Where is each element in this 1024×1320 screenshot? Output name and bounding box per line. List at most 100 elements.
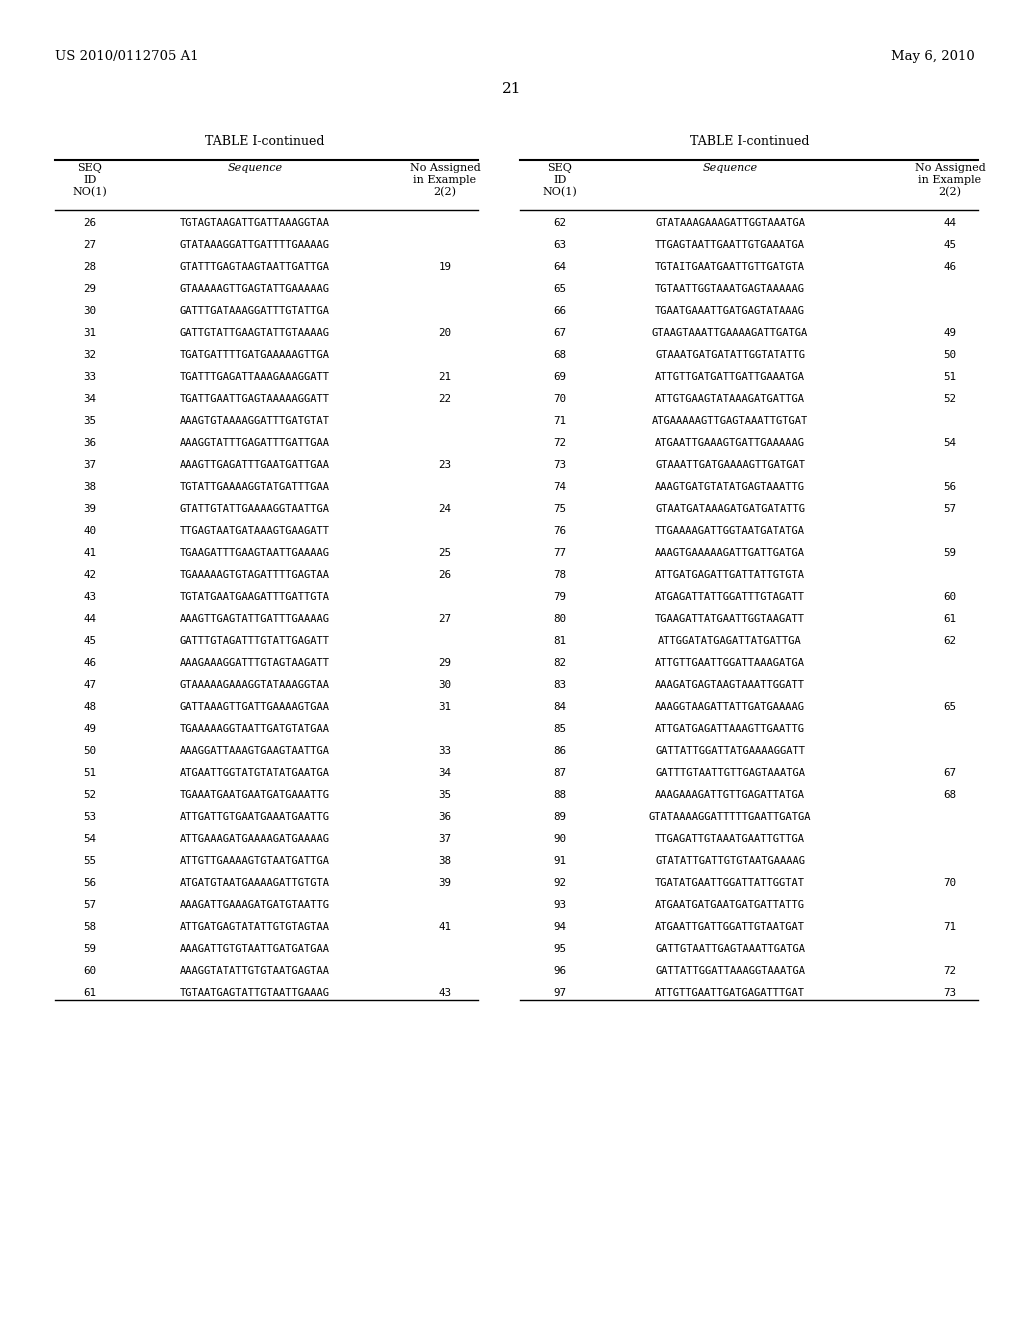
Text: GTATAAAGGATTGATTTTGAAAAG: GTATAAAGGATTGATTTTGAAAAG bbox=[180, 240, 330, 249]
Text: 39: 39 bbox=[438, 878, 452, 888]
Text: GTAAGTAAATTGAAAAGATTGATGA: GTAAGTAAATTGAAAAGATTGATGA bbox=[652, 327, 808, 338]
Text: AAAGAAAGATTGTTGAGATTATGA: AAAGAAAGATTGTTGAGATTATGA bbox=[655, 789, 805, 800]
Text: 24: 24 bbox=[438, 504, 452, 513]
Text: 77: 77 bbox=[554, 548, 566, 558]
Text: TTGAGATTGTAAATGAATTGTTGA: TTGAGATTGTAAATGAATTGTTGA bbox=[655, 834, 805, 843]
Text: 70: 70 bbox=[554, 393, 566, 404]
Text: AAAGTTGAGTATTGATTTGAAAAG: AAAGTTGAGTATTGATTTGAAAAG bbox=[180, 614, 330, 624]
Text: ATGAAAAAGTTGAGTAAATTGTGAT: ATGAAAAAGTTGAGTAAATTGTGAT bbox=[652, 416, 808, 426]
Text: 36: 36 bbox=[438, 812, 452, 822]
Text: 96: 96 bbox=[554, 966, 566, 975]
Text: TGAAAAAGGTAATTGATGTATGAA: TGAAAAAGGTAATTGATGTATGAA bbox=[180, 723, 330, 734]
Text: 43: 43 bbox=[438, 987, 452, 998]
Text: 46: 46 bbox=[943, 261, 956, 272]
Text: ATGATGTAATGAAAAGATTGTGTA: ATGATGTAATGAAAAGATTGTGTA bbox=[180, 878, 330, 888]
Text: TGAATGAAATTGATGAGTATAAAG: TGAATGAAATTGATGAGTATAAAG bbox=[655, 306, 805, 315]
Text: AAAGTGTAAAAGGATTTGATGTAT: AAAGTGTAAAAGGATTTGATGTAT bbox=[180, 416, 330, 426]
Text: GTATTGTATTGAAAAGGTAATTGA: GTATTGTATTGAAAAGGTAATTGA bbox=[180, 504, 330, 513]
Text: 36: 36 bbox=[84, 438, 96, 447]
Text: 34: 34 bbox=[84, 393, 96, 404]
Text: GATTTGTAATTGTTGAGTAAATGA: GATTTGTAATTGTTGAGTAAATGA bbox=[655, 768, 805, 777]
Text: GTATAAAGAAAGATTGGTAAATGA: GTATAAAGAAAGATTGGTAAATGA bbox=[655, 218, 805, 228]
Text: GTAAAAAGTTGAGTATTGAAAAAG: GTAAAAAGTTGAGTATTGAAAAAG bbox=[180, 284, 330, 294]
Text: ATTGTTGAAAAGTGTAATGATTGA: ATTGTTGAAAAGTGTAATGATTGA bbox=[180, 855, 330, 866]
Text: 46: 46 bbox=[84, 657, 96, 668]
Text: 56: 56 bbox=[84, 878, 96, 888]
Text: 33: 33 bbox=[84, 372, 96, 381]
Text: AAAGATGAGTAAGTAAATTGGATT: AAAGATGAGTAAGTAAATTGGATT bbox=[655, 680, 805, 690]
Text: 59: 59 bbox=[84, 944, 96, 954]
Text: ATTGTGAAGTATAAAGATGATTGA: ATTGTGAAGTATAAAGATGATTGA bbox=[655, 393, 805, 404]
Text: TGTAGTAAGATTGATTAAAGGTAA: TGTAGTAAGATTGATTAAAGGTAA bbox=[180, 218, 330, 228]
Text: 21: 21 bbox=[502, 82, 522, 96]
Text: GTAAATTGATGAAAAGTTGATGAT: GTAAATTGATGAAAAGTTGATGAT bbox=[655, 459, 805, 470]
Text: 78: 78 bbox=[554, 570, 566, 579]
Text: TGAAGATTTGAAGTAATTGAAAAG: TGAAGATTTGAAGTAATTGAAAAG bbox=[180, 548, 330, 558]
Text: 55: 55 bbox=[84, 855, 96, 866]
Text: 52: 52 bbox=[84, 789, 96, 800]
Text: GTATAAAAGGATTTTTGAATTGATGA: GTATAAAAGGATTTTTGAATTGATGA bbox=[649, 812, 811, 822]
Text: AAAGGTATTTGAGATTTGATTGAA: AAAGGTATTTGAGATTTGATTGAA bbox=[180, 438, 330, 447]
Text: 31: 31 bbox=[84, 327, 96, 338]
Text: 32: 32 bbox=[84, 350, 96, 360]
Text: 69: 69 bbox=[554, 372, 566, 381]
Text: 31: 31 bbox=[438, 702, 452, 711]
Text: GTAAATGATGATATTGGTATATTG: GTAAATGATGATATTGGTATATTG bbox=[655, 350, 805, 360]
Text: ATTGATGAGATTAAAGTTGAATTG: ATTGATGAGATTAAAGTTGAATTG bbox=[655, 723, 805, 734]
Text: 58: 58 bbox=[84, 921, 96, 932]
Text: TTGAAAAGATTGGTAATGATATGA: TTGAAAAGATTGGTAATGATATGA bbox=[655, 525, 805, 536]
Text: 40: 40 bbox=[84, 525, 96, 536]
Text: GTATATTGATTGTGTAATGAAAAG: GTATATTGATTGTGTAATGAAAAG bbox=[655, 855, 805, 866]
Text: 72: 72 bbox=[554, 438, 566, 447]
Text: 27: 27 bbox=[438, 614, 452, 624]
Text: AAAGTGATGTATATGAGTAAATTG: AAAGTGATGTATATGAGTAAATTG bbox=[655, 482, 805, 492]
Text: May 6, 2010: May 6, 2010 bbox=[891, 50, 975, 63]
Text: 47: 47 bbox=[84, 680, 96, 690]
Text: 62: 62 bbox=[943, 636, 956, 645]
Text: 76: 76 bbox=[554, 525, 566, 536]
Text: 95: 95 bbox=[554, 944, 566, 954]
Text: GATTATTGGATTATGAAAAGGATT: GATTATTGGATTATGAAAAGGATT bbox=[655, 746, 805, 756]
Text: US 2010/0112705 A1: US 2010/0112705 A1 bbox=[55, 50, 199, 63]
Text: 51: 51 bbox=[943, 372, 956, 381]
Text: 50: 50 bbox=[84, 746, 96, 756]
Text: 25: 25 bbox=[438, 548, 452, 558]
Text: TGTAATGAGTATTGTAATTGAAAG: TGTAATGAGTATTGTAATTGAAAG bbox=[180, 987, 330, 998]
Text: 80: 80 bbox=[554, 614, 566, 624]
Text: 73: 73 bbox=[554, 459, 566, 470]
Text: 88: 88 bbox=[554, 789, 566, 800]
Text: AAAGGATTAAAGTGAAGTAATTGA: AAAGGATTAAAGTGAAGTAATTGA bbox=[180, 746, 330, 756]
Text: GATTGTAATTGAGTAAATTGATGA: GATTGTAATTGAGTAAATTGATGA bbox=[655, 944, 805, 954]
Text: 71: 71 bbox=[943, 921, 956, 932]
Text: 26: 26 bbox=[438, 570, 452, 579]
Text: ATTGGATATGAGATTATGATTGA: ATTGGATATGAGATTATGATTGA bbox=[658, 636, 802, 645]
Text: 60: 60 bbox=[84, 966, 96, 975]
Text: ATTGATTGTGAATGAAATGAATTG: ATTGATTGTGAATGAAATGAATTG bbox=[180, 812, 330, 822]
Text: 19: 19 bbox=[438, 261, 452, 272]
Text: 21: 21 bbox=[438, 372, 452, 381]
Text: TABLE I-continued: TABLE I-continued bbox=[690, 135, 810, 148]
Text: 81: 81 bbox=[554, 636, 566, 645]
Text: ATTGATGAGATTGATTATTGTGTA: ATTGATGAGATTGATTATTGTGTA bbox=[655, 570, 805, 579]
Text: 86: 86 bbox=[554, 746, 566, 756]
Text: 20: 20 bbox=[438, 327, 452, 338]
Text: TGATTGAATTGAGTAAAAAGGATT: TGATTGAATTGAGTAAAAAGGATT bbox=[180, 393, 330, 404]
Text: 35: 35 bbox=[84, 416, 96, 426]
Text: 50: 50 bbox=[943, 350, 956, 360]
Text: 38: 38 bbox=[438, 855, 452, 866]
Text: 62: 62 bbox=[554, 218, 566, 228]
Text: 85: 85 bbox=[554, 723, 566, 734]
Text: TGAAAAAGTGTAGATTTTGAGTAA: TGAAAAAGTGTAGATTTTGAGTAA bbox=[180, 570, 330, 579]
Text: 30: 30 bbox=[438, 680, 452, 690]
Text: No Assigned
in Example
2(2): No Assigned in Example 2(2) bbox=[914, 162, 985, 198]
Text: 37: 37 bbox=[438, 834, 452, 843]
Text: Sequence: Sequence bbox=[702, 162, 758, 173]
Text: GATTAAAGTTGATTGAAAAGTGAA: GATTAAAGTTGATTGAAAAGTGAA bbox=[180, 702, 330, 711]
Text: 54: 54 bbox=[84, 834, 96, 843]
Text: 94: 94 bbox=[554, 921, 566, 932]
Text: 52: 52 bbox=[943, 393, 956, 404]
Text: 90: 90 bbox=[554, 834, 566, 843]
Text: 43: 43 bbox=[84, 591, 96, 602]
Text: 28: 28 bbox=[84, 261, 96, 272]
Text: 68: 68 bbox=[943, 789, 956, 800]
